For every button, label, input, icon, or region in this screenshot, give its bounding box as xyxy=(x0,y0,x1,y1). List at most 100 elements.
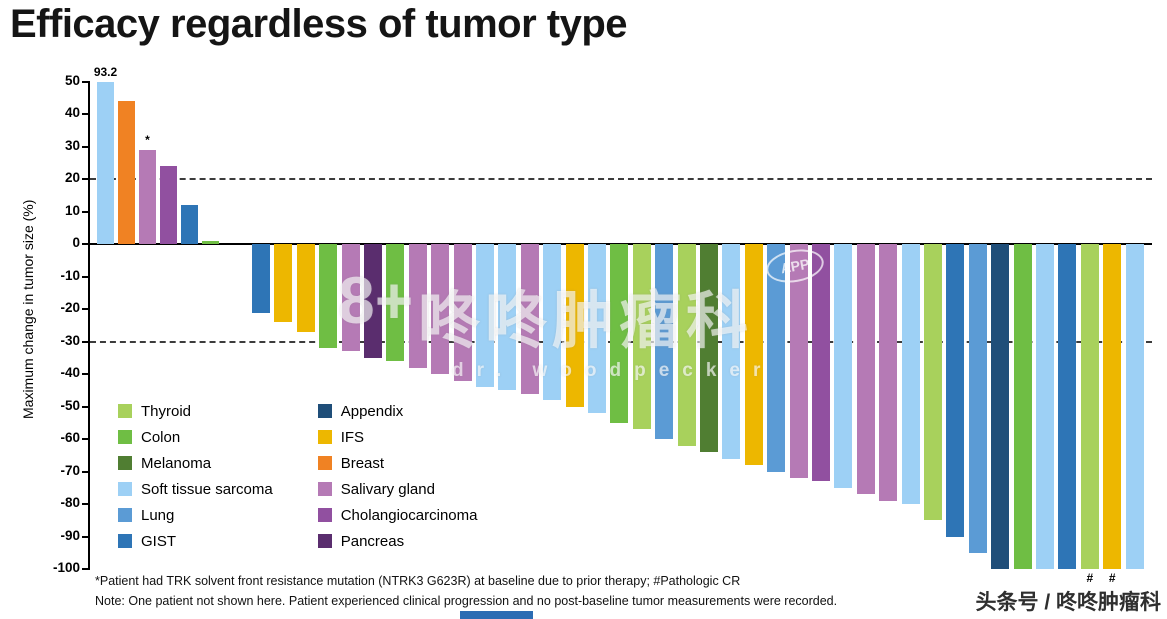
legend-label: Pancreas xyxy=(340,532,405,550)
y-tick-mark xyxy=(82,81,90,83)
bar-soft_tissue_sarcoma xyxy=(1125,244,1144,569)
y-tick-label: -100 xyxy=(52,560,80,575)
legend-item: Salivary gland xyxy=(317,476,478,502)
legend-label: Salivary gland xyxy=(340,480,435,498)
y-tick-label: 30 xyxy=(64,137,80,153)
bar-cholangiocarcinoma xyxy=(812,244,830,482)
appendix-swatch xyxy=(317,404,332,418)
pancreas-swatch xyxy=(317,534,332,548)
bar-annotation: # xyxy=(1086,571,1094,585)
y-tick-label: -40 xyxy=(60,365,80,381)
chart-title: Efficacy regardless of tumor type xyxy=(10,2,628,46)
y-tick-mark xyxy=(82,535,90,538)
bar-annotation: 93.2 xyxy=(93,65,118,79)
y-tick-label: 0 xyxy=(72,235,80,251)
plot-area: Maximum change in tumor size (%) Thyroid… xyxy=(20,65,1152,585)
bar-thyroid xyxy=(1080,244,1099,569)
bar-annotation: * xyxy=(145,133,150,148)
bar-salivary_gland xyxy=(431,244,450,375)
y-tick-label: 50 xyxy=(64,73,80,88)
bar-colon xyxy=(386,244,405,362)
bar-soft_tissue_sarcoma xyxy=(901,244,920,505)
bar-soft_tissue_sarcoma xyxy=(722,244,741,459)
bar-gist xyxy=(252,244,270,313)
bar-salivary_gland xyxy=(789,244,808,479)
y-tick-label: -60 xyxy=(60,430,80,446)
bar-soft_tissue_sarcoma xyxy=(97,82,114,245)
legend-item: Cholangiocarcinoma xyxy=(317,502,478,528)
y-tick-mark xyxy=(82,503,90,506)
bar-colon xyxy=(610,244,629,423)
soft_tissue_sarcoma-swatch xyxy=(118,482,132,496)
salivary_gland-swatch xyxy=(317,482,332,496)
cholangiocarcinoma-swatch xyxy=(317,508,332,522)
bar-cholangiocarcinoma xyxy=(160,166,177,245)
y-axis-line xyxy=(88,82,90,569)
y-tick-mark xyxy=(82,145,90,148)
bar-soft_tissue_sarcoma xyxy=(543,244,562,401)
bar-lung xyxy=(968,244,987,553)
bar-lung xyxy=(767,244,786,472)
legend-label: Soft tissue sarcoma xyxy=(141,480,273,498)
y-tick-label: 40 xyxy=(64,105,80,121)
y-tick-label: -30 xyxy=(60,332,80,348)
legend-label: Colon xyxy=(141,428,181,446)
legend-label: Melanoma xyxy=(141,454,212,472)
legend-item: GIST xyxy=(118,528,273,554)
bar-thyroid xyxy=(924,244,942,521)
legend-item: Appendix xyxy=(317,398,478,424)
bar-soft_tissue_sarcoma xyxy=(834,244,853,488)
legend-label: Cholangiocarcinoma xyxy=(340,506,478,524)
bar-ifs xyxy=(274,244,293,323)
bar-lung xyxy=(655,244,674,440)
bar-ifs xyxy=(744,244,763,466)
footnote-resistance: *Patient had TRK solvent front resistanc… xyxy=(95,574,741,588)
legend-item: Colon xyxy=(118,424,273,450)
y-tick-label: -70 xyxy=(60,462,80,478)
legend-label: Thyroid xyxy=(141,402,192,420)
bar-salivary_gland xyxy=(856,244,875,495)
y-tick-mark xyxy=(82,568,90,570)
y-tick-mark xyxy=(82,470,90,473)
breast-swatch xyxy=(317,456,332,470)
bar-ifs xyxy=(565,244,584,407)
bar-salivary_gland xyxy=(879,244,898,501)
bar-salivary_gland xyxy=(139,150,156,245)
bottom-blue-strip xyxy=(460,611,533,619)
bar-salivary_gland xyxy=(453,244,472,381)
lung-swatch xyxy=(118,508,132,522)
y-tick-label: -90 xyxy=(60,527,80,543)
bar-colon xyxy=(202,241,219,245)
legend-label: Lung xyxy=(141,506,175,524)
legend-column: Appendix IFS Breast Salivary gland Cholangio… xyxy=(317,398,478,554)
y-axis-label: Maximum change in tumor size (%) xyxy=(20,199,36,419)
bar-colon xyxy=(1013,244,1032,569)
bar-soft_tissue_sarcoma xyxy=(498,244,517,391)
legend-item: Thyroid xyxy=(118,398,273,424)
y-tick-label: 20 xyxy=(64,170,80,186)
footnote-note: Note: One patient not shown here. Patien… xyxy=(95,594,838,608)
bar-appendix xyxy=(991,244,1010,569)
bar-gist xyxy=(1058,244,1077,569)
bar-salivary_gland xyxy=(341,244,360,352)
y-tick-mark xyxy=(82,373,90,376)
y-tick-mark xyxy=(82,438,90,441)
bar-soft_tissue_sarcoma xyxy=(588,244,606,414)
y-tick-mark xyxy=(82,405,90,408)
y-tick-mark xyxy=(82,243,90,246)
y-tick-mark xyxy=(82,308,90,311)
bar-melanoma xyxy=(700,244,718,453)
y-tick-mark xyxy=(82,178,90,181)
branding-text: 头条号 / 咚咚肿瘤科 xyxy=(975,591,1161,614)
bar-ifs xyxy=(1103,244,1122,569)
legend-label: Breast xyxy=(340,454,385,472)
bar-gist xyxy=(181,205,198,245)
y-tick-label: -20 xyxy=(60,300,80,316)
y-tick-label: 10 xyxy=(64,202,80,218)
y-tick-mark xyxy=(82,340,90,343)
bar-annotation: # xyxy=(1108,571,1116,585)
legend-label: GIST xyxy=(141,532,177,550)
legend-item: Melanoma xyxy=(118,450,273,476)
y-tick-mark xyxy=(82,113,90,116)
